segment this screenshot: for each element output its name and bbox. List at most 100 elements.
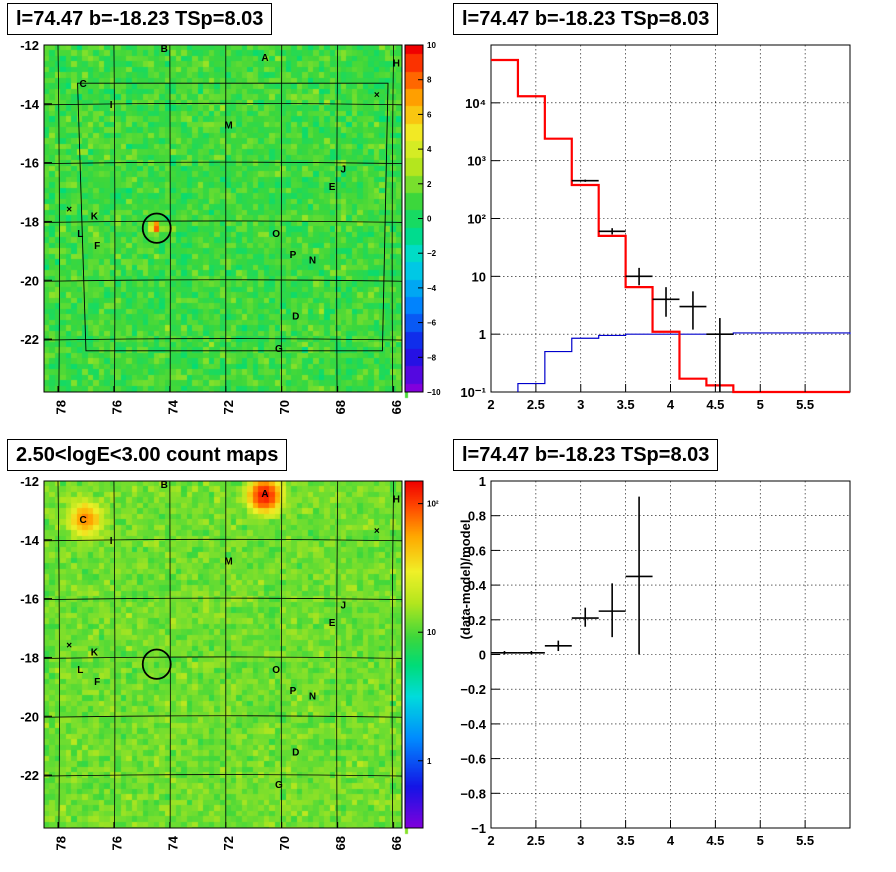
tl-colorbar-tick: −8 — [427, 353, 437, 362]
dotted-grid — [491, 481, 850, 828]
residual-point — [625, 496, 653, 655]
tl-source-P: P — [290, 250, 297, 261]
title-top-left: l=74.47 b=-18.23 TSp=8.03 — [7, 3, 273, 35]
bl-source-A: A — [261, 489, 268, 500]
bl-colorbar-tick: 10² — [427, 500, 439, 509]
bl-xtick-label: 72 — [221, 836, 236, 850]
roi-outline — [77, 82, 389, 352]
bl-source-N: N — [309, 692, 316, 703]
tl-ytick-label: -20 — [20, 273, 39, 288]
bl-source-J: J — [340, 601, 346, 612]
tr-xtick-label: 2.5 — [527, 397, 545, 412]
br-ytick-label: 0 — [479, 648, 486, 663]
tl-source-L: L — [77, 229, 83, 240]
bl-xtick-label: 66 — [389, 836, 404, 850]
model-histogram — [491, 58, 850, 394]
bl-source-H: H — [393, 495, 400, 506]
tl-xtick-label: 72 — [221, 400, 236, 414]
bl-xtick-label: 76 — [109, 836, 124, 850]
tr-ytick-label: 10⁴ — [465, 96, 486, 111]
tl-ytick-label: -22 — [20, 332, 39, 347]
br-xtick-label: 2.5 — [527, 833, 545, 848]
tl-source-E: E — [329, 182, 336, 193]
bl-ytick-label: -12 — [20, 474, 39, 489]
tl-cross-marker: × — [374, 90, 380, 101]
tl-ytick-label: -12 — [20, 38, 39, 53]
tl-xtick-label: 74 — [165, 399, 180, 414]
residual-point — [571, 607, 599, 627]
tl-colorbar-tick: 4 — [427, 145, 432, 154]
tr-ytick-label: 10³ — [467, 154, 486, 169]
background-model-line — [517, 332, 851, 392]
bl-ytick-label: -20 — [20, 709, 39, 724]
tl-source-I: I — [110, 100, 113, 111]
br-xtick-label: 2 — [487, 833, 494, 848]
tl-colorbar-tick: 2 — [427, 180, 432, 189]
tl-ytick-label: -18 — [20, 214, 39, 229]
bl-source-M: M — [224, 556, 232, 567]
tl-source-F: F — [94, 241, 100, 252]
tl-source-C: C — [80, 79, 87, 90]
tl-xtick-label: 66 — [389, 400, 404, 414]
title-bottom-right: l=74.47 b=-18.23 TSp=8.03 — [453, 439, 719, 471]
data-point — [652, 287, 680, 317]
data-point — [598, 228, 626, 235]
br-ytick-label: 0.6 — [468, 543, 486, 558]
bl-ytick-label: -16 — [20, 592, 39, 607]
bl-source-O: O — [272, 665, 280, 676]
br-ytick-label: 1 — [479, 474, 486, 489]
bl-colorbar-tick: 10 — [427, 628, 436, 637]
bl-source-K: K — [91, 648, 99, 659]
tr-ytick-label: 10⁻¹ — [460, 385, 486, 400]
tl-xtick-label: 76 — [109, 400, 124, 414]
tr-xtick-label: 3.5 — [617, 397, 635, 412]
bl-source-I: I — [110, 536, 113, 547]
br-xtick-label: 5 — [757, 833, 764, 848]
title-bottom-left: 2.50<logE<3.00 count maps — [7, 439, 288, 471]
data-point — [679, 291, 707, 330]
data-point — [625, 267, 653, 286]
tr-xtick-label: 2 — [487, 397, 494, 412]
br-ytick-label: 0.8 — [468, 509, 486, 524]
tr-ytick-label: 10 — [472, 269, 486, 284]
br-ytick-label: 0.4 — [468, 578, 487, 593]
br-xtick-label: 4 — [667, 833, 675, 848]
tr-xtick-label: 5 — [757, 397, 764, 412]
tr-ytick-label: 10² — [467, 212, 486, 227]
bl-source-P: P — [290, 686, 297, 697]
bl-coordinate-grid — [43, 480, 403, 829]
bl-source-C: C — [80, 515, 87, 526]
tr-xtick-label: 4 — [667, 397, 675, 412]
br-ytick-label: 0.2 — [468, 613, 486, 628]
tl-source-G: G — [275, 344, 283, 355]
tl-colorbar-tick: 0 — [427, 215, 432, 224]
tl-source-J: J — [340, 165, 346, 176]
residual-point — [544, 640, 572, 652]
bl-source-F: F — [94, 677, 100, 688]
bl-xtick-label: 78 — [53, 836, 68, 850]
data-point — [571, 179, 599, 182]
tl-colorbar-tick: 8 — [427, 76, 432, 85]
bl-cross-marker: × — [374, 526, 380, 537]
br-ylabel: (data-model)/model — [458, 520, 473, 640]
tr-xtick-label: 3 — [577, 397, 584, 412]
residual-point — [517, 651, 545, 655]
bl-ytick-label: -14 — [20, 533, 40, 548]
bl-ytick-label: -18 — [20, 650, 39, 665]
bl-source-B: B — [161, 480, 168, 491]
bl-source-D: D — [292, 748, 299, 759]
tl-source-A: A — [261, 53, 268, 64]
tl-xtick-label: 70 — [277, 400, 292, 414]
tl-source-B: B — [161, 44, 168, 55]
tl-colorbar-tick: −10 — [427, 388, 441, 397]
br-xtick-label: 3 — [577, 833, 584, 848]
tl-source-H: H — [393, 59, 400, 70]
bl-colorbar — [404, 480, 424, 829]
bl-target-circle — [141, 648, 172, 680]
tl-source-N: N — [309, 256, 316, 267]
bl-cross-marker: × — [66, 641, 72, 652]
bl-frame — [43, 480, 403, 829]
tl-target-circle — [141, 212, 172, 244]
